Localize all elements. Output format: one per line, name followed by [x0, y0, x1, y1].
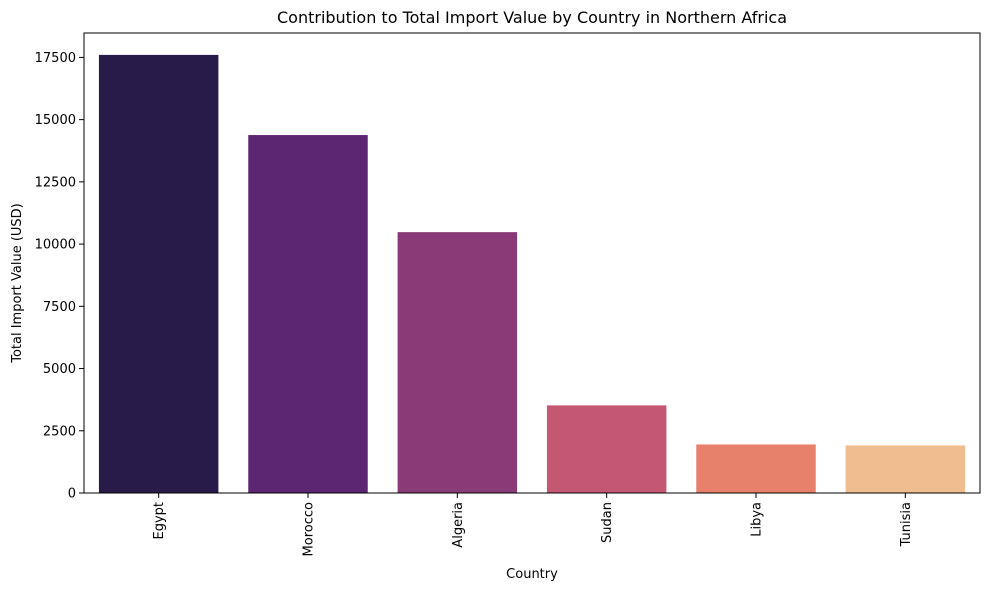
bar-sudan	[546, 405, 667, 493]
y-tick-label: 12500	[35, 175, 76, 190]
y-tick-label: 10000	[35, 238, 76, 253]
x-tick-label-tunisia: Tunisia	[899, 502, 914, 547]
x-tick-label-morocco: Morocco	[302, 502, 317, 556]
bar-egypt	[98, 54, 219, 494]
y-axis-label: Total Import Value (USD)	[10, 203, 25, 364]
chart-title: Contribution to Total Import Value by Co…	[277, 8, 787, 27]
y-tick-label: 7500	[43, 300, 76, 315]
x-tick-label-egypt: Egypt	[152, 502, 167, 540]
x-tick-label-libya: Libya	[750, 502, 765, 537]
bars-group	[98, 54, 966, 494]
y-tick-label: 5000	[43, 362, 76, 377]
bar-algeria	[397, 232, 518, 493]
y-tick-label: 15000	[35, 113, 76, 128]
y-tick-label: 0	[68, 487, 76, 502]
x-tick-label-algeria: Algeria	[451, 502, 466, 548]
y-tick-label: 17500	[35, 51, 76, 66]
x-axis-label: Country	[506, 567, 558, 582]
plot-frame	[83, 32, 981, 494]
bar-tunisia	[845, 445, 966, 493]
bar-libya	[696, 444, 816, 493]
y-ticks-group: 0 2500 5000 7500 10000 12500 15000 17500	[35, 51, 84, 502]
y-tick-label: 2500	[43, 424, 76, 439]
x-tick-label-sudan: Sudan	[600, 502, 615, 543]
x-ticks-group: Egypt Morocco Algeria Sudan Libya Tunisia	[152, 493, 914, 556]
bar-morocco	[248, 135, 368, 493]
